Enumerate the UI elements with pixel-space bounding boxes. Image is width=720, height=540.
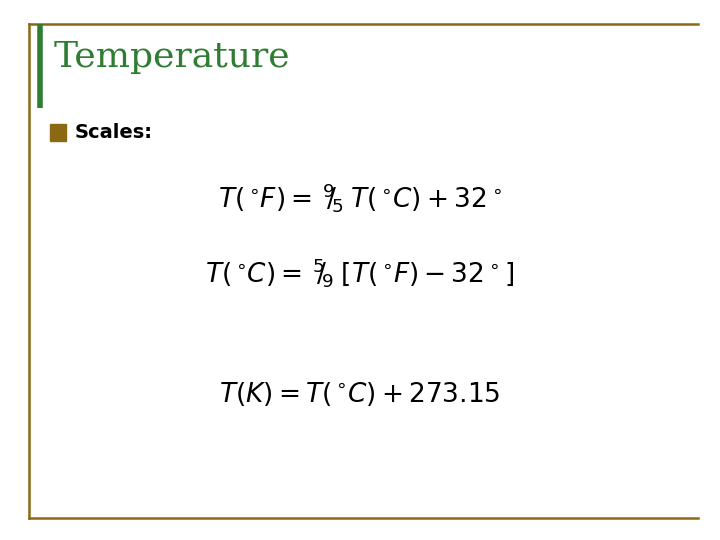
Text: $T(^\circ\!C) = \,^5\!\!/\!_9\; [T(^\circ\!F) - 32^\circ]$: $T(^\circ\!C) = \,^5\!\!/\!_9\; [T(^\cir… [205,256,515,289]
Text: Scales:: Scales: [74,123,152,142]
Text: $T(K) = T(^\circ\!C) + 273.15$: $T(K) = T(^\circ\!C) + 273.15$ [220,380,500,408]
Bar [50,124,66,141]
Text: Temperature: Temperature [54,40,291,73]
Text: $T(^\circ\!F) = \,^9\!\!/\!_5\; T(^\circ\!C) + 32^\circ$: $T(^\circ\!F) = \,^9\!\!/\!_5\; T(^\circ… [218,180,502,214]
